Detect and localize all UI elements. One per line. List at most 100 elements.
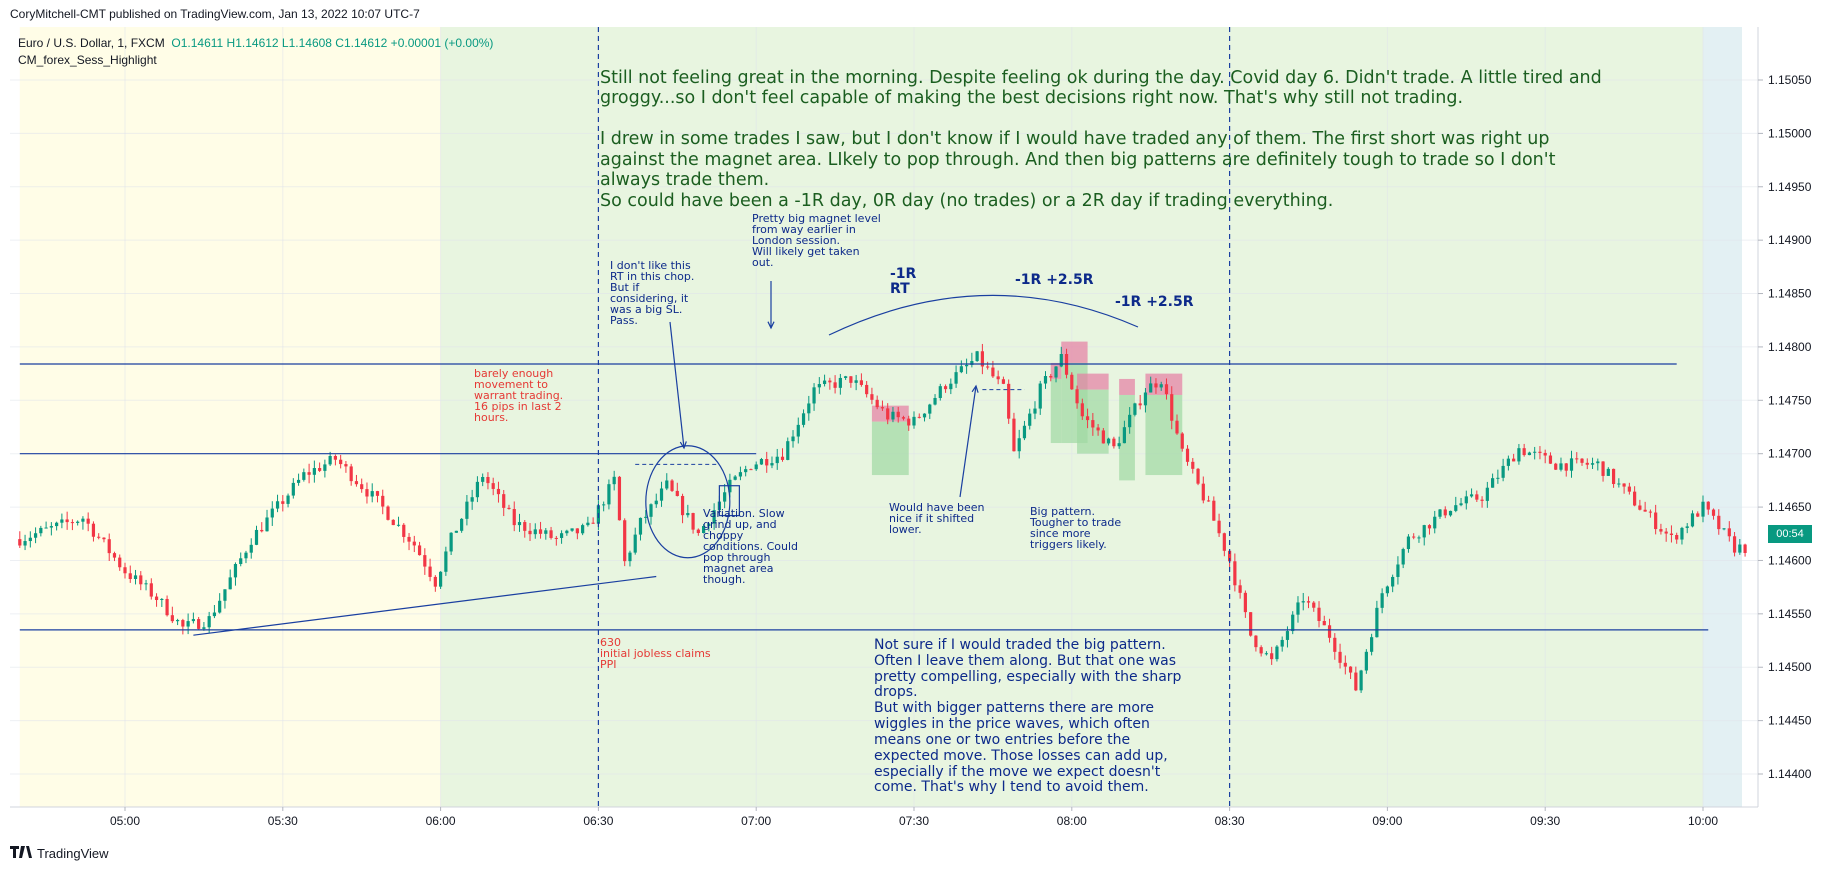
candle-body xyxy=(1102,430,1105,443)
candle-body xyxy=(665,480,668,488)
journal-note: Still not feeling great in the morning. … xyxy=(600,68,1602,211)
candle-body xyxy=(1223,533,1226,551)
candle-body xyxy=(912,417,915,426)
candle-body xyxy=(592,523,595,524)
candle-body xyxy=(1360,670,1363,690)
candle[interactable] xyxy=(1007,379,1010,423)
candle[interactable] xyxy=(1275,645,1278,661)
x-tick-label: 05:00 xyxy=(110,814,140,828)
candle-body xyxy=(308,472,311,475)
candle[interactable] xyxy=(455,531,458,533)
candle-body xyxy=(192,619,195,621)
barely-note: barely enough movement to warrant tradin… xyxy=(474,368,563,423)
candle-body xyxy=(1733,536,1736,552)
target-zone xyxy=(1051,379,1062,443)
candle-body xyxy=(281,501,284,504)
candle[interactable] xyxy=(386,505,389,520)
candle-body xyxy=(1044,376,1047,384)
candle-body xyxy=(492,483,495,489)
candle-body xyxy=(549,530,552,538)
news-note: 630 initial jobless claims PPI xyxy=(600,637,711,670)
candle-body xyxy=(1286,631,1289,640)
candle[interactable] xyxy=(1249,612,1252,637)
candle-body xyxy=(1118,443,1121,446)
candle-body xyxy=(1649,512,1652,513)
candle-body xyxy=(45,528,48,529)
candle-body xyxy=(770,463,773,465)
y-tick-label: 1.14450 xyxy=(1768,714,1812,728)
candle[interactable] xyxy=(976,351,979,362)
candle-body xyxy=(1633,492,1636,506)
candle-body xyxy=(1054,366,1057,377)
candle-body xyxy=(1491,478,1494,488)
candle[interactable] xyxy=(1743,544,1746,557)
candle-body xyxy=(1423,525,1426,537)
candle[interactable] xyxy=(1360,670,1363,693)
candle-body xyxy=(76,522,79,523)
symbol-legend[interactable]: Euro / U.S. Dollar, 1, FXCM O1.14611 H1.… xyxy=(18,36,493,50)
candle-body xyxy=(439,572,442,587)
candle-body xyxy=(807,403,810,413)
candle[interactable] xyxy=(623,518,626,566)
candle-body xyxy=(1533,452,1536,453)
candle[interactable] xyxy=(1554,463,1557,470)
candle[interactable] xyxy=(1365,649,1368,674)
candle-body xyxy=(371,491,374,496)
candle[interactable] xyxy=(1133,403,1136,417)
candle-body xyxy=(628,553,631,562)
candle-body xyxy=(1496,478,1499,479)
candle-body xyxy=(1449,511,1452,515)
candle-body xyxy=(208,616,211,627)
candle[interactable] xyxy=(670,479,673,492)
footer-brand[interactable]: TradingView xyxy=(10,846,109,861)
candle-body xyxy=(649,504,652,517)
candle-body xyxy=(1107,439,1110,444)
candle-body xyxy=(1075,389,1078,403)
candle-body xyxy=(1607,469,1610,476)
candle-body xyxy=(1112,439,1115,447)
candle-body xyxy=(1433,517,1436,529)
candle-body xyxy=(697,530,700,533)
candle-body xyxy=(1623,483,1626,486)
candle-body xyxy=(402,525,405,537)
candle-body xyxy=(1165,384,1168,394)
candle-body xyxy=(1586,463,1589,465)
candle[interactable] xyxy=(439,571,442,589)
candle-body xyxy=(444,551,447,571)
candle-body xyxy=(413,542,416,546)
candle[interactable] xyxy=(460,518,463,533)
candle[interactable] xyxy=(392,519,395,525)
candle-body xyxy=(1412,537,1415,538)
target-zone xyxy=(1119,395,1135,480)
candle-body xyxy=(1349,667,1352,673)
candle-body xyxy=(812,387,815,403)
session-band-next xyxy=(1703,27,1742,807)
y-tick-label: 1.14850 xyxy=(1768,287,1812,301)
stop-zone xyxy=(1119,379,1135,395)
candle-body xyxy=(1081,403,1084,416)
candle-body xyxy=(691,513,694,530)
candle[interactable] xyxy=(618,476,621,521)
candle-body xyxy=(1591,463,1594,465)
candle[interactable] xyxy=(1070,372,1073,390)
candle-body xyxy=(1428,525,1431,528)
price-axis-bg xyxy=(1758,27,1834,807)
candle-body xyxy=(1659,529,1662,532)
candle-body xyxy=(1407,537,1410,549)
candle-body xyxy=(786,441,789,460)
candle-body xyxy=(602,504,605,505)
candle-body xyxy=(108,539,111,553)
indicator-legend[interactable]: CM_forex_Sess_Highlight xyxy=(18,53,157,67)
candle-body xyxy=(818,384,821,387)
candle-body xyxy=(534,529,537,534)
candle-body xyxy=(1686,526,1689,528)
candle-body xyxy=(1617,483,1620,484)
candle-body xyxy=(523,522,526,531)
candle-body xyxy=(686,513,689,515)
candle-body xyxy=(171,615,174,621)
candle-body xyxy=(828,381,831,383)
candle-body xyxy=(1233,561,1236,585)
candle-body xyxy=(250,545,253,553)
candle[interactable] xyxy=(1196,468,1199,485)
candle-body xyxy=(528,531,531,534)
